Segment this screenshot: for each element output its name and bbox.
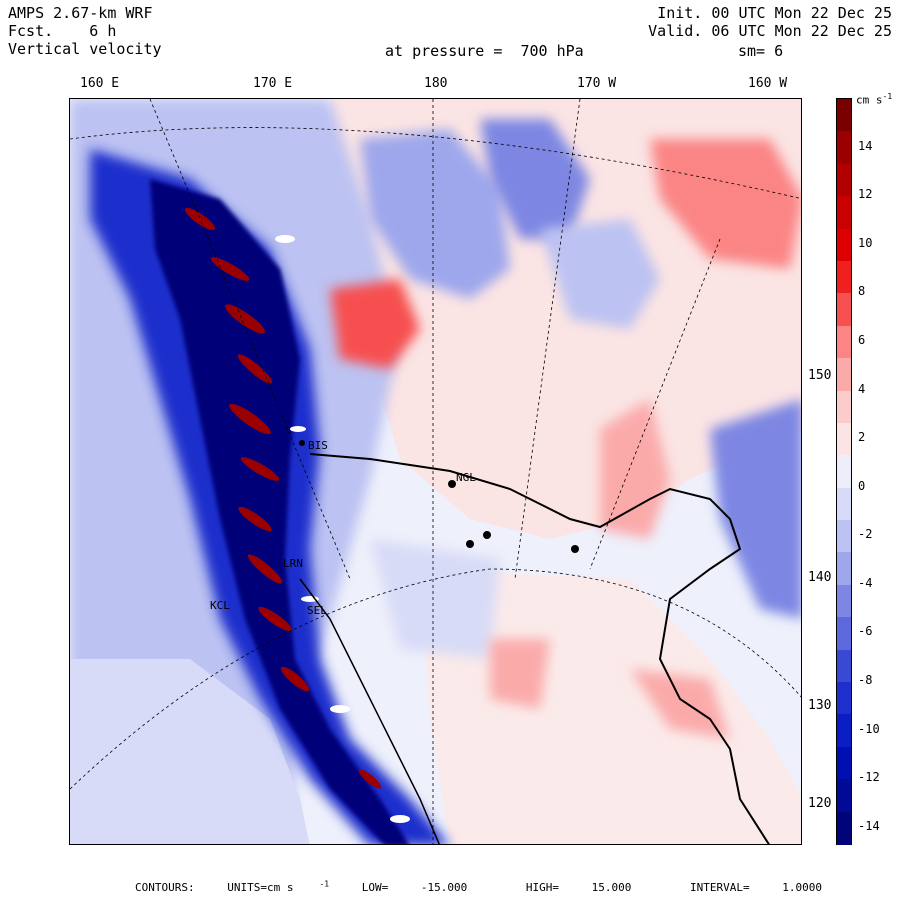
mountain-gaps: [275, 235, 410, 823]
negative-region-southwest: [70, 659, 310, 844]
lon-label: 170 W: [577, 76, 617, 91]
colorbar-label: 4: [858, 381, 866, 396]
colorbar-label: -6: [858, 624, 873, 639]
variable-name: Vertical velocity: [8, 40, 162, 58]
positive-patch: [600, 399, 670, 539]
colorbar-label: -10: [858, 721, 880, 736]
colorbar-label: 14: [858, 138, 873, 153]
negative-patch: [370, 539, 500, 659]
pressure-level: at pressure = 700 hPa: [385, 42, 584, 60]
colorbar-swatch: [837, 520, 851, 554]
contours-label: CONTOURS:: [135, 880, 195, 894]
colorbar-swatch: [837, 131, 851, 165]
colorbar-label: 10: [858, 235, 873, 250]
map-canvas: [70, 99, 801, 844]
colorbar-label: -12: [858, 770, 880, 785]
colorbar-swatch: [837, 617, 851, 651]
colorbar-label: 12: [858, 187, 873, 202]
station-lrn: LRN: [283, 557, 303, 570]
colorbar-swatch: [837, 228, 851, 262]
colorbar-swatch: [837, 552, 851, 586]
colorbar-label: 6: [858, 332, 866, 347]
colorbar-label: 0: [858, 478, 866, 493]
positive-patch: [630, 669, 730, 739]
colorbar-swatch: [837, 682, 851, 716]
forecast-hour: Fcst. 6 h: [8, 22, 117, 40]
grounding-line: [299, 578, 440, 844]
negative-patch-east: [710, 399, 801, 619]
vertical-velocity-map: BIS NGL LRN SEL KCL: [69, 98, 802, 845]
colorbar-swatch: [837, 196, 851, 230]
colorbar-swatch: [837, 584, 851, 618]
header-left: AMPS 2.67-km WRF Fcst. 6 h Vertical veloci…: [8, 4, 162, 58]
interval-text: INTERVAL= 1.0000: [689, 880, 822, 894]
colorbar-label: 8: [858, 284, 866, 299]
positive-region-south: [420, 569, 801, 844]
station-bis: BIS: [308, 439, 328, 452]
valid-time: Valid. 06 UTC Mon 22 Dec 25: [648, 22, 892, 40]
negative-patch: [480, 119, 590, 239]
colorbar-label: -4: [858, 575, 873, 590]
colorbar-label: -14: [858, 818, 880, 833]
colorbar-swatch: [837, 487, 851, 521]
colorbar-unit: cm s-1: [856, 92, 893, 107]
colorbar-swatch: [837, 779, 851, 813]
colorbar-swatch: [837, 649, 851, 683]
positive-patch: [490, 639, 550, 709]
negative-patch: [540, 219, 660, 329]
lon-label: 180: [424, 76, 448, 91]
smoothing-label: sm= 6: [738, 42, 784, 60]
colorbar-swatch: [837, 260, 851, 294]
colorbar-label: -8: [858, 673, 873, 688]
mountain-wave-updrafts: [184, 207, 382, 789]
lon-label: 170 E: [253, 76, 293, 91]
init-time: Init. 00 UTC Mon 22 Dec 25: [657, 4, 892, 22]
station-ngl: NGL: [456, 471, 476, 484]
colorbar-swatch: [837, 325, 851, 359]
colorbar: [836, 98, 852, 845]
contour-footer: CONTOURS: UNITS=cm s -1 LOW= -15.000 HIGH…: [135, 879, 874, 894]
positive-patch: [330, 279, 420, 369]
coastline: [309, 453, 770, 844]
station-markers: [299, 440, 579, 553]
colorbar-label: 2: [858, 430, 866, 445]
negative-patch: [360, 129, 510, 299]
colorbar-swatch: [837, 163, 851, 197]
colorbar-swatch: [837, 358, 851, 392]
lon-label: 160 W: [748, 76, 788, 91]
graticule: [70, 99, 801, 844]
station-kcl: KCL: [210, 599, 230, 612]
colorbar-swatch: [837, 714, 851, 748]
colorbar-swatch: [837, 390, 851, 424]
colorbar-swatch: [837, 422, 851, 456]
station-sel: SEL: [307, 604, 327, 617]
positive-patch-northeast: [650, 139, 801, 269]
colorbar-swatch: [837, 746, 851, 780]
lon-label: 160 E: [80, 76, 120, 91]
units-text: UNITS=cm s -1: [227, 879, 330, 894]
colorbar-swatch: [837, 99, 851, 132]
colorbar-swatch: [837, 811, 851, 845]
low-text: LOW= -15.000: [361, 880, 468, 894]
colorbar-swatch: [837, 293, 851, 327]
header-right: Init. 00 UTC Mon 22 Dec 25 Valid. 06 UTC …: [648, 4, 892, 40]
high-text: HIGH= 15.000: [525, 880, 632, 894]
model-title: AMPS 2.67-km WRF: [8, 4, 153, 22]
colorbar-swatch: [837, 455, 851, 489]
mountain-wave-core: [150, 179, 409, 844]
colorbar-label: -2: [858, 527, 873, 542]
